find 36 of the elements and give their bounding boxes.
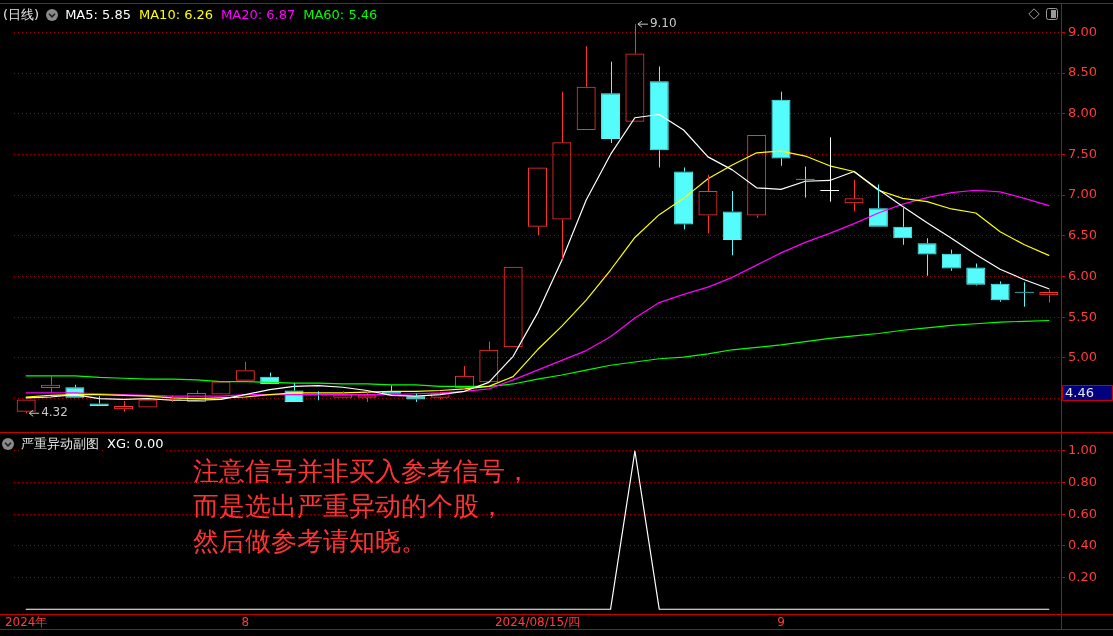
x-tick-label: 9 [777, 615, 785, 630]
candlestick [722, 190, 742, 256]
y-tick-label: 7.50 [1068, 145, 1097, 161]
y-tick-label: 6.50 [1068, 227, 1097, 243]
y-tick-label: 5.50 [1068, 308, 1097, 324]
candlestick [771, 91, 791, 167]
annotation: 然后做参考请知晓。 [193, 525, 428, 558]
annotation: 而是选出严重异动的个股， [193, 490, 506, 523]
annotation: 注意信号并非买入参考信号， [193, 455, 531, 488]
candlestick [601, 61, 621, 144]
candlestick [649, 66, 669, 168]
text: MA20: 6.87 [220, 7, 297, 22]
candlestick [674, 166, 694, 230]
y-tick-label: 8.50 [1068, 64, 1097, 80]
y-tick-label: 8.00 [1068, 105, 1097, 121]
text: MA5: 5.85 [64, 7, 132, 22]
chart-title: (日线) [2, 7, 41, 22]
y-tick-label: 6.00 [1068, 267, 1097, 283]
x-tick-label: 8 [241, 615, 250, 630]
x-tick-label: 2024/08/15/四 [494, 615, 581, 630]
y-tick-label: 7.00 [1068, 186, 1097, 202]
text: 4.46 [1065, 385, 1094, 401]
annotation: 4.32 [41, 405, 68, 420]
y-tick-label: 9.00 [1068, 23, 1097, 39]
text: MA60: 5.46 [302, 7, 379, 22]
y-tick-label: 0.60 [1068, 505, 1097, 521]
x-tick-label: 2024年 [4, 615, 48, 630]
y-tick-label: 0.20 [1068, 568, 1097, 584]
chart-title: 严重异动副图 [20, 436, 100, 451]
y-tick-label: 1.00 [1068, 442, 1097, 458]
y-tick-label: 5.00 [1068, 349, 1097, 365]
y-tick-label: 0.40 [1068, 537, 1097, 553]
annotation: 9.10 [649, 16, 677, 31]
text: XG: 0.00 [106, 436, 165, 451]
y-tick-label: 0.80 [1068, 474, 1097, 490]
text: MA10: 6.26 [138, 7, 215, 22]
